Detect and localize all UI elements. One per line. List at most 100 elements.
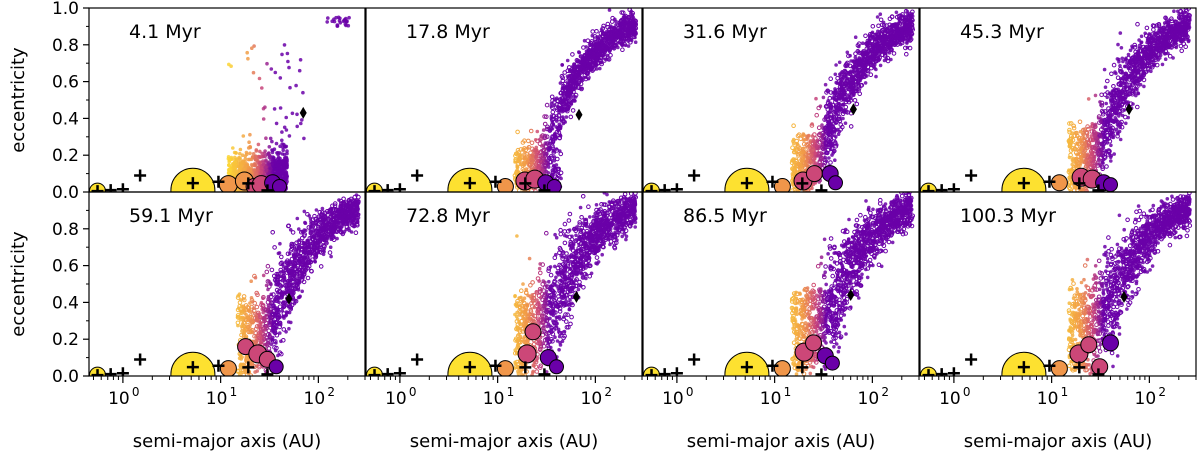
- particle-point: [252, 44, 256, 48]
- particle-point: [587, 48, 592, 53]
- particle-point: [633, 21, 638, 26]
- particle-point: [534, 155, 538, 160]
- particle-point: [560, 78, 566, 83]
- particle-point: [535, 159, 539, 164]
- particle-point: [836, 132, 841, 136]
- particle-point: [1135, 104, 1140, 110]
- particle-point: [286, 59, 290, 64]
- particle-point: [804, 159, 809, 163]
- particle-point: [820, 123, 824, 127]
- particle-point: [264, 136, 268, 140]
- particle-point: [1104, 164, 1109, 169]
- particle-point: [904, 23, 909, 28]
- planet-marker-inner-2: [658, 184, 671, 192]
- particle-point: [583, 64, 587, 68]
- particle-point: [259, 155, 263, 159]
- particle-point: [571, 65, 576, 70]
- particle-point: [600, 42, 606, 48]
- particle-point: [343, 22, 348, 27]
- particle-point: [790, 145, 795, 150]
- particle-point: [858, 74, 863, 78]
- particle-point: [590, 59, 594, 64]
- particle-point: [1172, 9, 1176, 13]
- particle-point: [344, 16, 348, 21]
- particle-point: [833, 120, 839, 125]
- particle-point: [899, 19, 904, 24]
- particle-point: [851, 65, 856, 69]
- particle-point: [551, 113, 557, 119]
- particle-point: [1068, 121, 1074, 126]
- particle-point: [555, 156, 560, 162]
- particle-point: [828, 160, 833, 165]
- particle-point: [519, 162, 523, 167]
- particle-point: [561, 98, 565, 102]
- particle-point: [603, 47, 609, 53]
- particle-point: [827, 156, 831, 160]
- particle-point: [845, 50, 850, 55]
- particle-point: [875, 56, 880, 62]
- particle-point: [814, 96, 818, 101]
- particle-point: [848, 94, 852, 98]
- particle-point: [825, 88, 831, 94]
- particle-point: [238, 147, 243, 152]
- particle-point: [564, 85, 570, 91]
- particle-point: [269, 67, 274, 71]
- particle-point: [841, 90, 847, 95]
- particle-point: [250, 46, 254, 50]
- particle-point: [1120, 113, 1125, 118]
- particle-point: [874, 32, 879, 36]
- particle-point: [1116, 42, 1120, 47]
- particle-point: [844, 61, 849, 67]
- particle-point: [566, 65, 572, 70]
- planet-marker-inner-3: [670, 183, 683, 192]
- particle-point: [853, 35, 858, 39]
- particle-point: [847, 70, 853, 76]
- particle-point: [903, 19, 907, 23]
- particle-point: [265, 61, 269, 66]
- particle-point: [280, 130, 284, 134]
- particle-point: [544, 114, 549, 119]
- particle-point: [253, 157, 258, 162]
- particle-point: [616, 25, 622, 31]
- particle-point: [842, 74, 847, 79]
- particle-point: [1077, 119, 1083, 125]
- particle-point: [229, 64, 233, 68]
- panel-time-label: 17.8 Myr: [406, 21, 490, 43]
- particle-point: [626, 44, 631, 48]
- particle-point: [1128, 48, 1133, 53]
- particle-point: [842, 82, 846, 87]
- particle-point: [560, 63, 564, 67]
- particle-point: [535, 129, 540, 134]
- particle-point: [897, 26, 902, 31]
- particle-point: [854, 101, 860, 107]
- particle-point: [874, 74, 878, 79]
- particle-point: [232, 160, 237, 165]
- particle-point: [870, 24, 876, 29]
- particle-point: [295, 112, 299, 117]
- particle-point: [608, 25, 613, 30]
- particle-point: [547, 147, 552, 152]
- particle-point: [835, 75, 840, 81]
- particle-point: [620, 47, 625, 53]
- particle-point: [1126, 115, 1130, 120]
- particle-point: [248, 157, 252, 162]
- particle-point: [241, 167, 246, 171]
- particle-point: [1084, 188, 1089, 192]
- particle-point: [556, 104, 560, 109]
- panel-4: 45.3 Myr: [919, 7, 1197, 193]
- particle-point: [827, 111, 832, 115]
- particle-point: [545, 124, 550, 130]
- particle-point: [791, 149, 797, 155]
- particle-point: [241, 134, 246, 138]
- particle-point: [1179, 48, 1184, 54]
- particle-point: [849, 76, 854, 80]
- particle-point: [838, 122, 844, 127]
- particle-point: [276, 155, 281, 160]
- particle-point: [515, 168, 519, 172]
- particle-point: [559, 73, 565, 79]
- y-tick-label: 0.8: [52, 36, 79, 56]
- particle-point: [794, 145, 798, 150]
- particle-point: [601, 23, 606, 29]
- particle-point: [620, 10, 626, 15]
- outer-body-diamond: [849, 103, 857, 116]
